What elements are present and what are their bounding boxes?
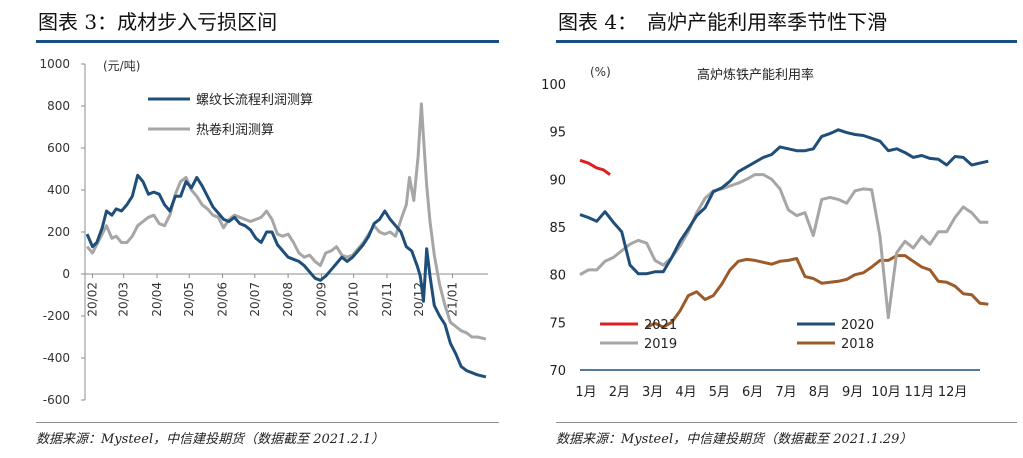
legend-label: 热卷利润测算: [196, 122, 274, 138]
rebar-hrc-profit-chart: 1000 800 600 400 200 0 -200 -400 -600 20/02 20/03 2…: [39, 57, 488, 407]
x-tick-label: 20/05: [182, 282, 196, 317]
x-tick-label: 20/07: [248, 282, 262, 317]
x-tick-label: 5月: [709, 385, 730, 400]
legend-label: 2021: [644, 318, 677, 333]
y-tick-label: 95: [549, 126, 566, 141]
x-tick-label: 1月: [575, 385, 596, 400]
left-chart-panel: 图表 3：成材步入亏损区间 1000 800 600 400 200 0 -200 -400 -…: [0, 0, 505, 458]
right-chart-title: 图表 4： 高炉产能利用率季节性下滑: [558, 10, 888, 34]
right-title-rule: [556, 40, 1017, 43]
y-tick-label: 70: [549, 364, 566, 379]
x-tick-label: 20/11: [380, 282, 394, 317]
y-tick-label: 800: [47, 99, 70, 113]
series-line-rebar-profit: [85, 173, 487, 379]
legend-label: 螺纹长流程利润测算: [196, 93, 313, 108]
y-tick-label: 85: [549, 221, 566, 236]
series-line-2019: [579, 173, 989, 320]
x-tick-label: 20/10: [347, 282, 361, 317]
y-tick-label: 75: [549, 316, 566, 331]
x-tick-label: 4月: [675, 385, 696, 400]
series-line-2021: [579, 158, 611, 176]
y-tick-label: -200: [43, 309, 70, 323]
left-source-divider: [36, 422, 499, 423]
right-chart-panel: 图表 4： 高炉产能利用率季节性下滑 100 95 90 85 80 75 70 1月 2月 3月…: [520, 0, 1023, 458]
legend-label: 2019: [644, 337, 677, 352]
x-tick-label: 10月: [871, 385, 901, 400]
x-tick-label: 20/08: [281, 282, 295, 317]
x-tick-label: 20/04: [150, 282, 164, 317]
x-tick-label: 12月: [938, 385, 968, 400]
series-line-2018: [646, 254, 989, 329]
x-tick-label: 20/06: [216, 282, 230, 317]
x-tick-label: 20/02: [86, 282, 100, 317]
left-title-rule: [36, 40, 499, 43]
x-tick-label: 20/09: [314, 282, 328, 317]
y-tick-label: 0: [62, 267, 70, 281]
x-tick-label: 6月: [742, 385, 763, 400]
left-source-note: 数据来源：Mysteel，中信建投期货（数据截至 2021.2.1）: [36, 432, 385, 447]
x-tick-label: 7月: [775, 385, 796, 400]
y-unit-label: (元/吨): [103, 59, 140, 73]
legend-label: 2020: [841, 318, 874, 333]
x-tick-label: 21/01: [446, 282, 460, 317]
x-tick-label: 8月: [809, 385, 830, 400]
x-tick-label: 9月: [842, 385, 863, 400]
left-chart-title: 图表 3：成材步入亏损区间: [38, 10, 278, 34]
legend-label: 2018: [841, 337, 874, 352]
y-tick-label: 1000: [39, 57, 70, 71]
chart-title: 高炉炼铁产能利用率: [697, 67, 814, 83]
series-line-hrc-profit: [85, 102, 487, 341]
y-tick-label: 200: [47, 225, 70, 239]
y-tick-label: 100: [541, 78, 566, 93]
y-tick-label: 80: [549, 269, 566, 284]
y-unit-label: (%): [590, 65, 611, 79]
right-source-note: 数据来源：Mysteel，中信建投期货（数据截至 2021.1.29）: [556, 432, 913, 447]
y-tick-label: -600: [43, 393, 70, 407]
series-line-2020: [579, 128, 989, 276]
y-tick-label: 90: [549, 173, 566, 188]
x-tick-label: 11月: [905, 385, 935, 400]
x-tick-label: 2月: [609, 385, 630, 400]
x-tick-label: 20/03: [117, 282, 131, 317]
y-tick-label: 600: [47, 141, 70, 155]
y-tick-label: -400: [43, 351, 70, 365]
x-tick-label: 3月: [642, 385, 663, 400]
blast-furnace-utilization-chart: 100 95 90 85 80 75 70 1月 2月 3月 4月 5月 6月 7月 8月 9月 10月 11月 1…: [541, 65, 989, 400]
right-source-divider: [556, 422, 1017, 423]
y-tick-label: 400: [47, 183, 70, 197]
